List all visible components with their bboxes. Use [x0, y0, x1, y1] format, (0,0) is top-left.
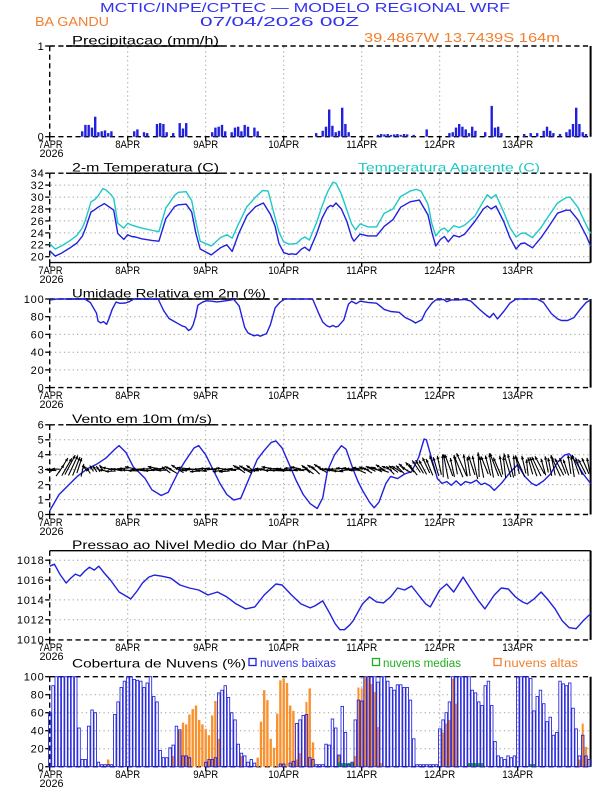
svg-text:9APR: 9APR: [193, 265, 218, 277]
svg-text:BA GANDU: BA GANDU: [35, 14, 109, 29]
svg-text:2026: 2026: [40, 399, 64, 411]
svg-text:Vento em 10m (m/s): Vento em 10m (m/s): [72, 412, 212, 426]
svg-text:2026: 2026: [40, 526, 64, 538]
svg-text:100: 100: [24, 294, 45, 306]
svg-text:8APR: 8APR: [115, 769, 140, 781]
svg-text:Cobertura de Nuvens (%): Cobertura de Nuvens (%): [72, 657, 246, 671]
svg-text:20: 20: [31, 252, 45, 264]
svg-text:1010: 1010: [17, 635, 45, 647]
svg-text:10APR: 10APR: [268, 139, 299, 151]
svg-text:6: 6: [38, 420, 45, 432]
svg-text:22: 22: [31, 240, 45, 252]
svg-text:07/04/2026 00Z: 07/04/2026 00Z: [200, 14, 359, 29]
svg-text:60: 60: [31, 329, 45, 341]
svg-text:10APR: 10APR: [268, 390, 299, 402]
svg-text:11APR: 11APR: [346, 769, 377, 781]
svg-text:11APR: 11APR: [346, 265, 377, 277]
svg-text:Pressao ao Nivel Medio do Mar: Pressao ao Nivel Medio do Mar (hPa): [72, 538, 330, 552]
svg-text:8APR: 8APR: [115, 642, 140, 654]
svg-text:80: 80: [31, 312, 45, 324]
svg-text:Temperatura Aparente (C): Temperatura Aparente (C): [358, 161, 540, 175]
svg-text:28: 28: [31, 204, 45, 216]
svg-text:1014: 1014: [17, 595, 45, 607]
svg-text:8APR: 8APR: [115, 265, 140, 277]
svg-text:9APR: 9APR: [193, 390, 218, 402]
svg-text:10APR: 10APR: [268, 517, 299, 529]
svg-text:80: 80: [31, 690, 45, 702]
svg-text:nuvens altas: nuvens altas: [504, 658, 578, 670]
svg-text:0: 0: [38, 132, 45, 144]
svg-text:9APR: 9APR: [193, 139, 218, 151]
svg-text:8APR: 8APR: [115, 139, 140, 151]
svg-text:40: 40: [31, 726, 45, 738]
svg-text:10APR: 10APR: [268, 769, 299, 781]
svg-text:7APR: 7APR: [39, 517, 63, 529]
svg-text:20: 20: [31, 365, 45, 377]
svg-text:40: 40: [31, 347, 45, 359]
svg-text:60: 60: [31, 708, 45, 720]
svg-text:12APR: 12APR: [424, 642, 455, 654]
svg-text:8APR: 8APR: [115, 517, 140, 529]
svg-text:0: 0: [38, 383, 45, 395]
svg-text:12APR: 12APR: [424, 139, 455, 151]
svg-text:13APR: 13APR: [502, 390, 533, 402]
svg-text:1: 1: [38, 41, 45, 53]
svg-text:12APR: 12APR: [424, 517, 455, 529]
svg-text:2026: 2026: [40, 651, 64, 663]
svg-text:1: 1: [38, 494, 45, 506]
svg-text:3: 3: [38, 465, 45, 477]
svg-text:10APR: 10APR: [268, 265, 299, 277]
svg-text:9APR: 9APR: [193, 517, 218, 529]
svg-text:Umidade Relativa em 2m (%): Umidade Relativa em 2m (%): [72, 287, 266, 301]
svg-text:2026: 2026: [40, 778, 64, 790]
svg-text:2: 2: [38, 480, 45, 492]
svg-text:2026: 2026: [40, 274, 64, 286]
svg-text:8APR: 8APR: [115, 390, 140, 402]
svg-text:4: 4: [38, 450, 45, 462]
svg-text:9APR: 9APR: [193, 642, 218, 654]
svg-text:13APR: 13APR: [502, 517, 533, 529]
svg-text:9APR: 9APR: [193, 769, 218, 781]
svg-text:20: 20: [31, 744, 45, 756]
svg-text:7APR: 7APR: [39, 265, 63, 277]
svg-text:7APR: 7APR: [39, 642, 63, 654]
svg-text:0: 0: [38, 762, 45, 774]
svg-text:nuvens baixas: nuvens baixas: [260, 658, 336, 670]
svg-text:Precipitacao (mm/h): Precipitacao (mm/h): [72, 34, 219, 48]
svg-text:39.4867W 13.7439S 164m: 39.4867W 13.7439S 164m: [364, 30, 560, 45]
svg-text:1018: 1018: [17, 555, 45, 567]
svg-text:7APR: 7APR: [39, 390, 63, 402]
svg-text:1012: 1012: [17, 615, 45, 627]
svg-text:5: 5: [38, 435, 45, 447]
svg-text:2-m Temperatura (C): 2-m Temperatura (C): [72, 161, 219, 175]
svg-text:7APR: 7APR: [39, 769, 63, 781]
svg-text:11APR: 11APR: [346, 139, 377, 151]
svg-text:1016: 1016: [17, 575, 45, 587]
svg-text:24: 24: [31, 228, 45, 240]
svg-text:11APR: 11APR: [346, 517, 377, 529]
svg-text:26: 26: [31, 216, 45, 228]
svg-text:12APR: 12APR: [424, 390, 455, 402]
svg-text:34: 34: [31, 168, 45, 180]
svg-text:2026: 2026: [40, 148, 64, 160]
svg-text:12APR: 12APR: [424, 769, 455, 781]
svg-text:13APR: 13APR: [502, 265, 533, 277]
svg-text:12APR: 12APR: [424, 265, 455, 277]
svg-text:11APR: 11APR: [346, 642, 377, 654]
svg-text:13APR: 13APR: [502, 139, 533, 151]
svg-text:30: 30: [31, 192, 45, 204]
svg-text:MCTIC/INPE/CPTEC — MODELO REGI: MCTIC/INPE/CPTEC — MODELO REGIONAL WRF: [100, 0, 510, 15]
svg-text:0: 0: [38, 509, 45, 521]
svg-text:32: 32: [31, 180, 45, 192]
svg-text:13APR: 13APR: [502, 642, 533, 654]
svg-text:10APR: 10APR: [268, 642, 299, 654]
svg-text:7APR: 7APR: [39, 139, 63, 151]
svg-text:nuvens medias: nuvens medias: [383, 658, 461, 670]
svg-text:100: 100: [24, 672, 45, 684]
svg-text:13APR: 13APR: [502, 769, 533, 781]
svg-text:11APR: 11APR: [346, 390, 377, 402]
